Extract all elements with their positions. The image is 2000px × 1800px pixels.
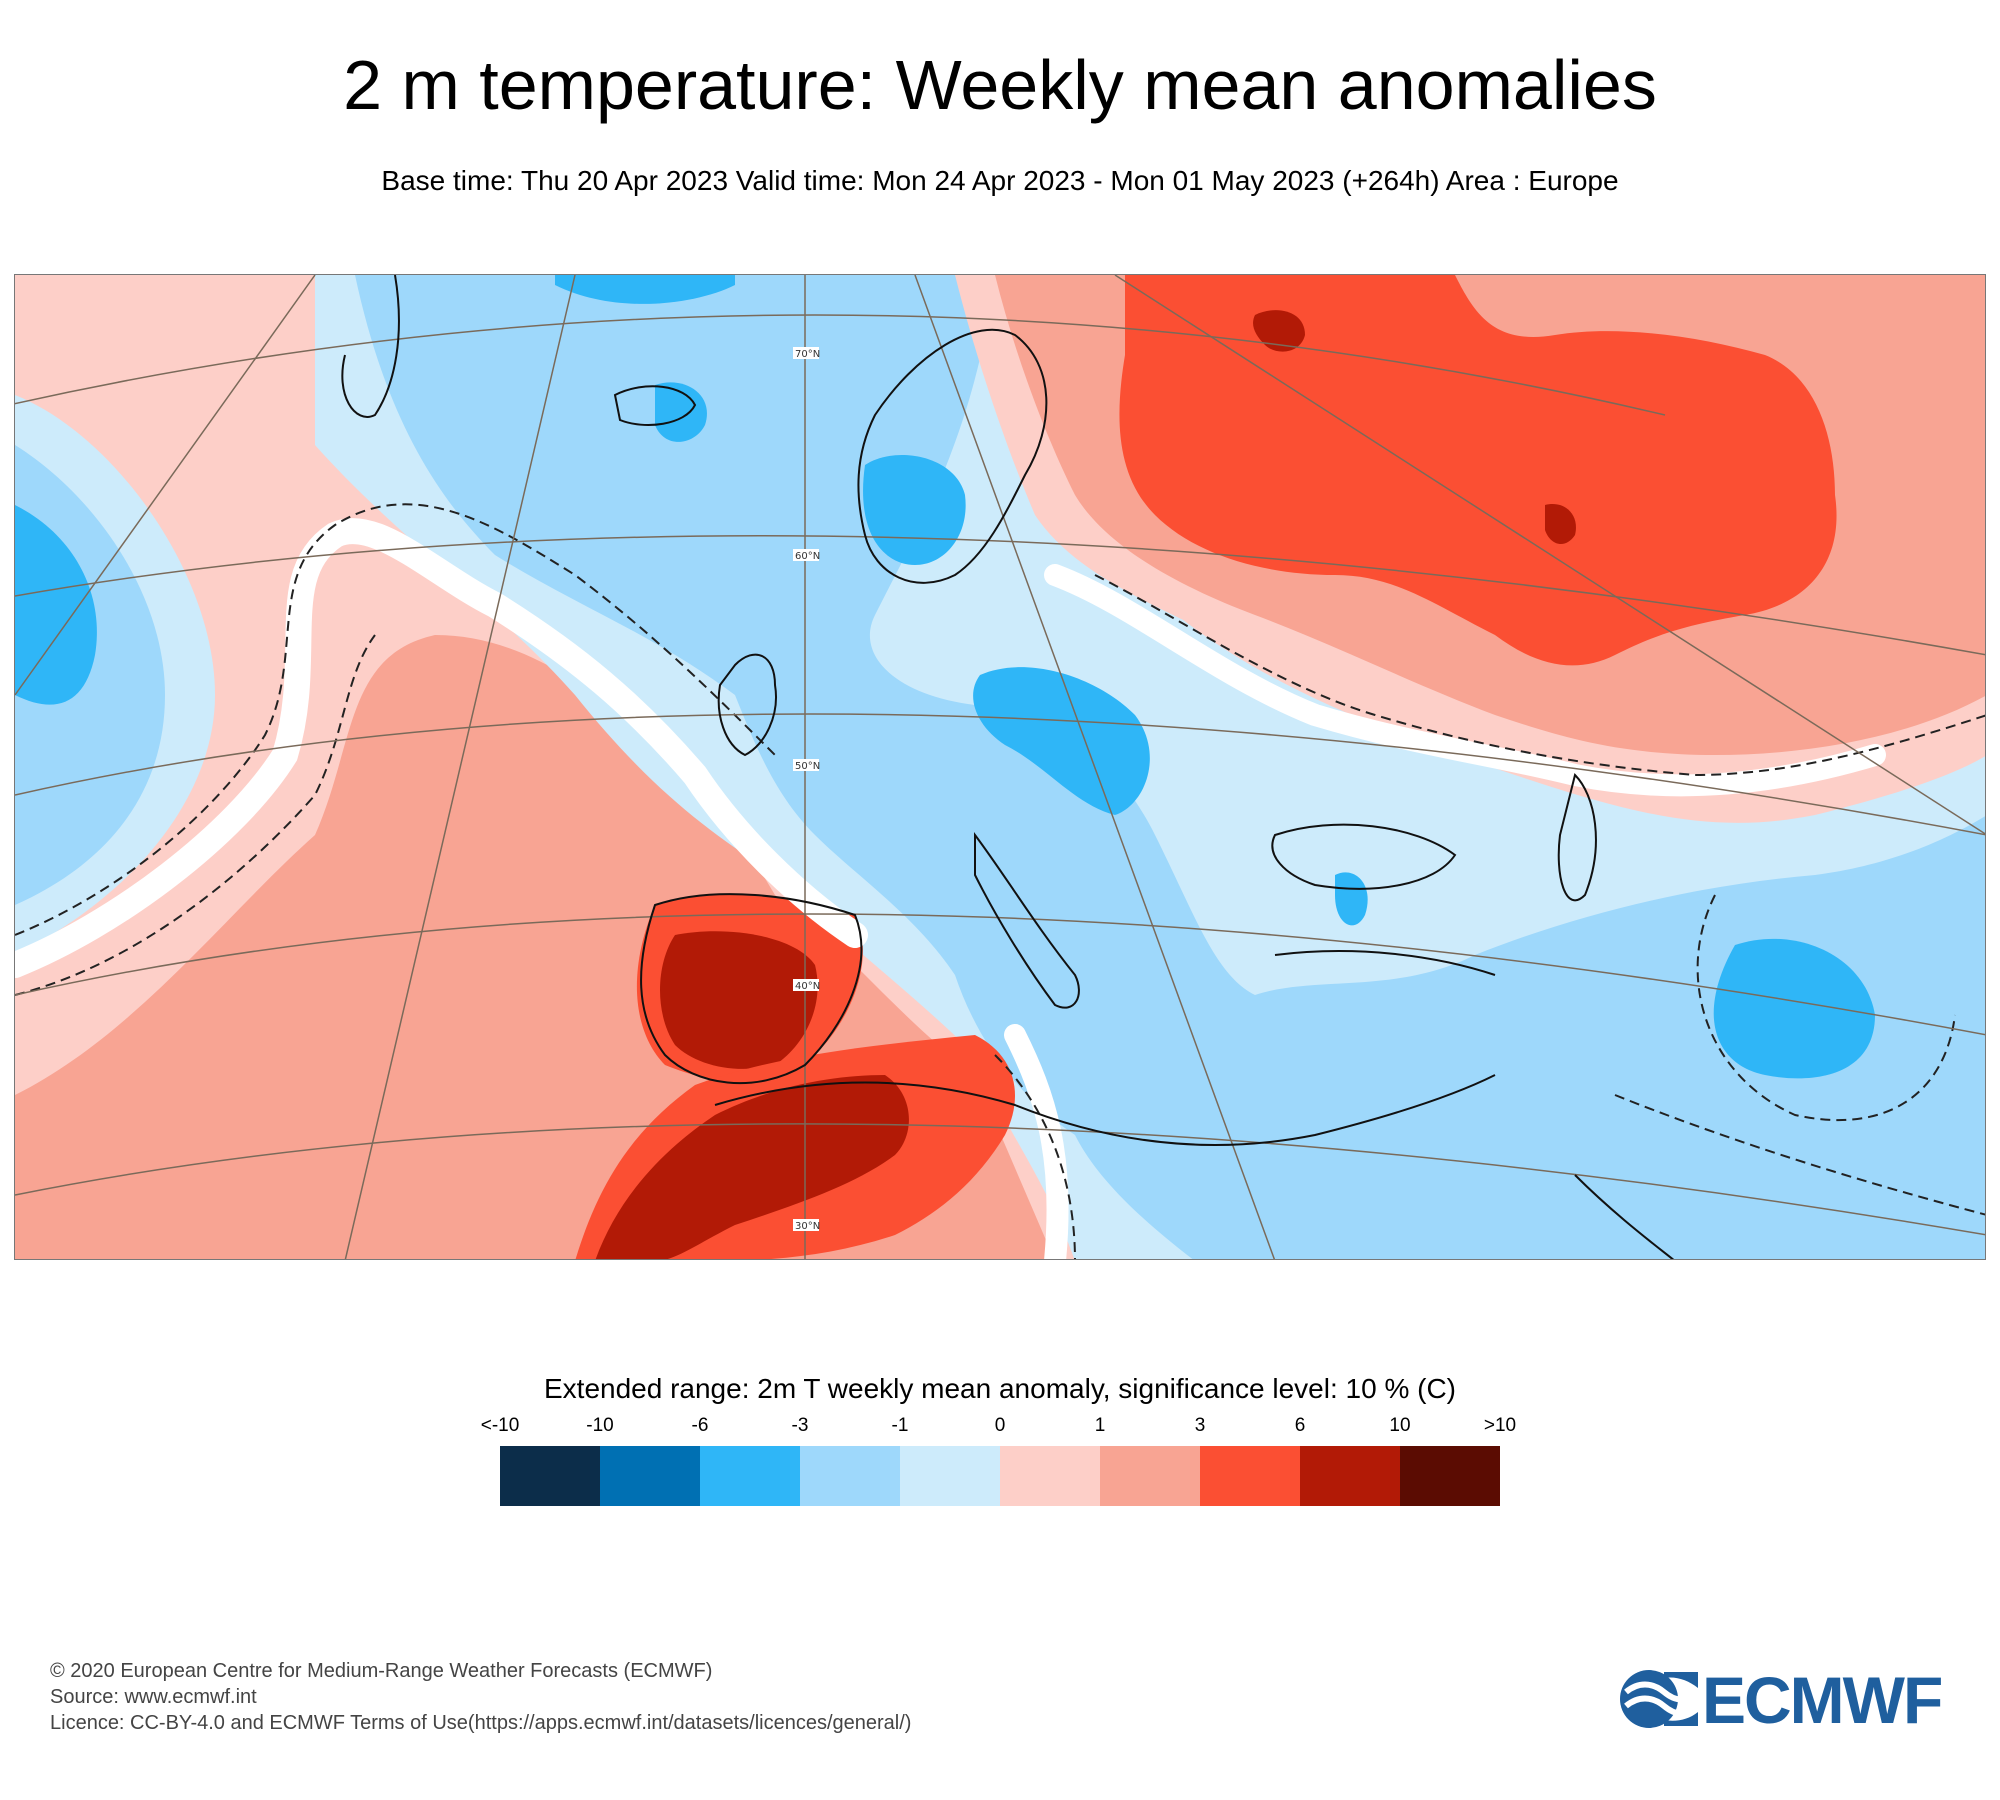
legend-swatch [1400, 1446, 1500, 1506]
footer-copyright: © 2020 European Centre for Medium-Range … [50, 1660, 713, 1682]
legend-label: 0 [994, 1415, 1006, 1436]
russia-warm-strong [1119, 275, 1837, 666]
black-sea-coast [1271, 823, 1457, 890]
anomaly-map: 70°N 60°N 50°N 40°N 30°N [14, 274, 1986, 1260]
footer-licence: Licence: CC-BY-4.0 and ECMWF Terms of Us… [50, 1712, 912, 1734]
zero-band-atlantic [15, 518, 868, 978]
middle-east-strong-blue [1713, 938, 1875, 1079]
graticule [15, 275, 1985, 1259]
footer: © 2020 European Centre for Medium-Range … [50, 1658, 911, 1736]
north-africa-extreme-warm [595, 1075, 909, 1259]
iberia-coast [640, 893, 863, 1085]
legend-label: -6 [691, 1415, 709, 1436]
legend-label: >10 [1483, 1415, 1517, 1436]
legend-label: 10 [1389, 1415, 1411, 1436]
legend-colorbar [500, 1446, 1500, 1506]
ecmwf-logo-icon [1620, 1670, 1698, 1728]
lat-label-30: 30°N [795, 1221, 820, 1232]
legend-label: -3 [791, 1415, 809, 1436]
black-sea-strong-blue [1335, 872, 1368, 926]
legend-label: 1 [1094, 1415, 1106, 1436]
zero-band-east [1044, 564, 1886, 797]
lat-label-50: 50°N [795, 761, 820, 772]
legend-swatch [1000, 1446, 1100, 1506]
significance-contours [15, 503, 1985, 1259]
central-europe-blue-region [355, 275, 1985, 1259]
lat-label-70: 70°N [795, 349, 820, 360]
ecmwf-logo: ECMWF [1618, 1663, 1953, 1737]
red-sea-coast [1574, 1174, 1675, 1259]
legend-swatch [900, 1446, 1000, 1506]
west-atlantic-strong-blue [15, 505, 97, 705]
north-atlantic-strong-blue [555, 275, 735, 304]
legend-label: <-10 [480, 1415, 520, 1436]
page-title: 2 m temperature: Weekly mean anomalies [343, 46, 1657, 124]
legend-label: 6 [1294, 1415, 1306, 1436]
mediterranean-south-coast [714, 1074, 1496, 1146]
russia-extreme-south [1545, 504, 1576, 545]
iberia-extreme-warm [660, 931, 818, 1069]
russia-extreme-north [1253, 310, 1305, 352]
footer-source: Source: www.ecmwf.int [50, 1686, 257, 1708]
latitude-labels: 70°N 60°N 50°N 40°N 30°N [793, 347, 820, 1232]
greenland-coast [341, 275, 400, 418]
turkey-coast [1274, 950, 1496, 976]
legend-swatch [800, 1446, 900, 1506]
legend-swatch [1100, 1446, 1200, 1506]
legend-label: -10 [586, 1415, 614, 1436]
scandinavia-coast [857, 328, 1048, 584]
uk-coast [717, 653, 777, 757]
legend-labels: <-10 -10 -6 -3 -1 0 1 3 6 10 >10 [450, 1415, 1550, 1439]
legend-swatch [500, 1446, 600, 1506]
page-subtitle: Base time: Thu 20 Apr 2023 Valid time: M… [381, 165, 1619, 196]
caspian-coast [1557, 773, 1597, 902]
ecmwf-logo-text: ECMWF [1702, 1663, 1943, 1737]
lat-label-60: 60°N [795, 551, 820, 562]
legend-label: -1 [891, 1415, 909, 1436]
legend-title: Extended range: 2m T weekly mean anomaly… [543, 1373, 1456, 1404]
iceland-strong-blue [655, 382, 707, 442]
iceland-coast [613, 385, 697, 426]
italy-coast [974, 831, 1080, 1009]
legend-label: 3 [1194, 1415, 1206, 1436]
legend-swatch [1200, 1446, 1300, 1506]
central-europe-strong-blue [973, 667, 1150, 815]
legend-swatch [1300, 1446, 1400, 1506]
coastlines [341, 275, 1675, 1259]
lat-label-40: 40°N [795, 981, 820, 992]
legend-swatch [700, 1446, 800, 1506]
legend-swatch [600, 1446, 700, 1506]
zero-band-south [1004, 1024, 1069, 1259]
